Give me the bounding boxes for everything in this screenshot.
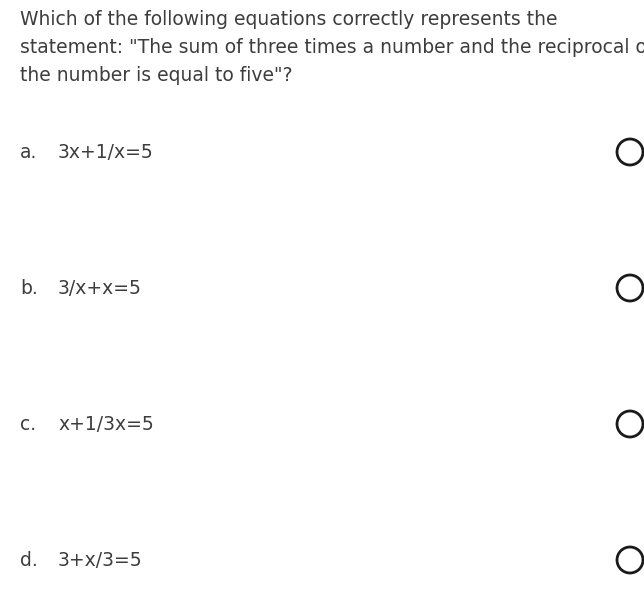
Text: 3x+1/x=5: 3x+1/x=5 [58, 142, 154, 161]
Text: x+1/3x=5: x+1/3x=5 [58, 415, 154, 434]
Text: c.: c. [20, 415, 36, 434]
Text: 3+x/3=5: 3+x/3=5 [58, 550, 142, 569]
Text: 3/x+x=5: 3/x+x=5 [58, 278, 142, 298]
Text: d.: d. [20, 550, 38, 569]
Text: b.: b. [20, 278, 38, 298]
Text: a.: a. [20, 142, 37, 161]
Text: Which of the following equations correctly represents the
statement: "The sum of: Which of the following equations correct… [20, 10, 644, 85]
